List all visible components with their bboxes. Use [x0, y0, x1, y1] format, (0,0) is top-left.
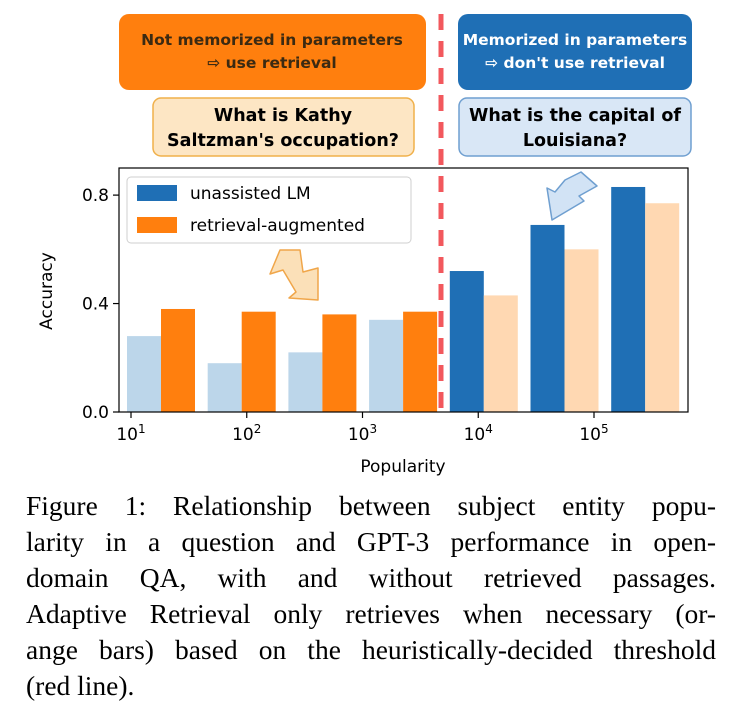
left-question-line1: What is Kathy: [214, 106, 353, 126]
x-tick-label: 103: [348, 422, 377, 445]
legend-box: [126, 176, 412, 244]
x-tick-label: 105: [579, 422, 608, 445]
legend-swatch-unassisted: [137, 185, 177, 201]
y-tick-label: 0.4: [82, 295, 109, 315]
bar-retrieval-1: [241, 311, 276, 412]
right-header-line1: Memorized in parameters: [463, 31, 688, 49]
y-axis: 0.0 0.4 0.8: [82, 186, 119, 423]
caption-line: Figure 1: Relationship between subject e…: [26, 490, 716, 521]
bar-unassisted-3: [369, 319, 404, 412]
legend-swatch-retrieval: [137, 217, 177, 233]
bar-unassisted-4: [449, 271, 484, 412]
bar-retrieval-6: [645, 203, 680, 412]
x-axis: 101 102 103 104 105: [116, 412, 609, 445]
x-tick-label: 102: [232, 422, 261, 445]
x-tick-label: 104: [464, 422, 493, 445]
x-tick-label: 101: [116, 422, 145, 445]
right-arrow-icon: [546, 171, 598, 221]
legend-label-unassisted: unassisted LM: [190, 184, 311, 204]
bar-unassisted-6: [611, 186, 646, 412]
bar-retrieval-2: [322, 314, 357, 412]
y-tick-label: 0.0: [82, 403, 109, 423]
caption-line: domain QA, with and without retrieved pa…: [26, 562, 716, 593]
left-arrow-icon: [269, 249, 319, 301]
left-header-line1: Not memorized in parameters: [141, 31, 403, 49]
caption-line: ange bars) based on the heuristically-de…: [26, 634, 716, 665]
bar-retrieval-4: [483, 295, 518, 412]
bars-group: [127, 186, 680, 412]
caption-line: larity in a question and GPT-3 performan…: [26, 526, 716, 557]
right-question-box: What is the capital of Louisiana?: [458, 97, 692, 157]
bar-unassisted-2: [288, 352, 323, 412]
legend-label-retrieval: retrieval-augmented: [190, 216, 365, 236]
right-header-box: Memorized in parameters ⇨ don't use retr…: [458, 14, 692, 90]
right-question-line1: What is the capital of: [469, 106, 681, 126]
bar-unassisted-1: [207, 363, 242, 412]
plot-frame: [118, 167, 689, 413]
bar-unassisted-5: [530, 224, 565, 412]
y-tick-label: 0.8: [82, 186, 109, 206]
bar-unassisted-0: [127, 336, 161, 412]
y-axis-label: Accuracy: [37, 252, 57, 330]
left-header-line2: ⇨ use retrieval: [207, 54, 336, 72]
left-header-box: Not memorized in parameters ⇨ use retrie…: [119, 14, 426, 90]
bar-retrieval-3: [403, 311, 438, 412]
bar-retrieval-0: [161, 308, 195, 412]
right-header-line2: ⇨ don't use retrieval: [485, 54, 665, 72]
x-axis-label: Popularity: [360, 457, 445, 477]
figure-caption: Figure 1: Relationship between subject e…: [26, 488, 716, 704]
legend: unassisted LM retrieval-augmented: [126, 176, 412, 244]
left-question-line2: Saltzman's occupation?: [167, 131, 399, 151]
left-question-box: What is Kathy Saltzman's occupation?: [152, 97, 415, 157]
bar-retrieval-5: [564, 249, 599, 412]
popularity-accuracy-figure: 0.0 0.4 0.8 Accuracy 101 102 103 104 105 Popul…: [37, 14, 692, 477]
caption-line: (red line).: [26, 670, 135, 701]
caption-line: Adaptive Retrieval only retrieves when n…: [26, 598, 716, 629]
right-question-line2: Louisiana?: [523, 131, 627, 151]
